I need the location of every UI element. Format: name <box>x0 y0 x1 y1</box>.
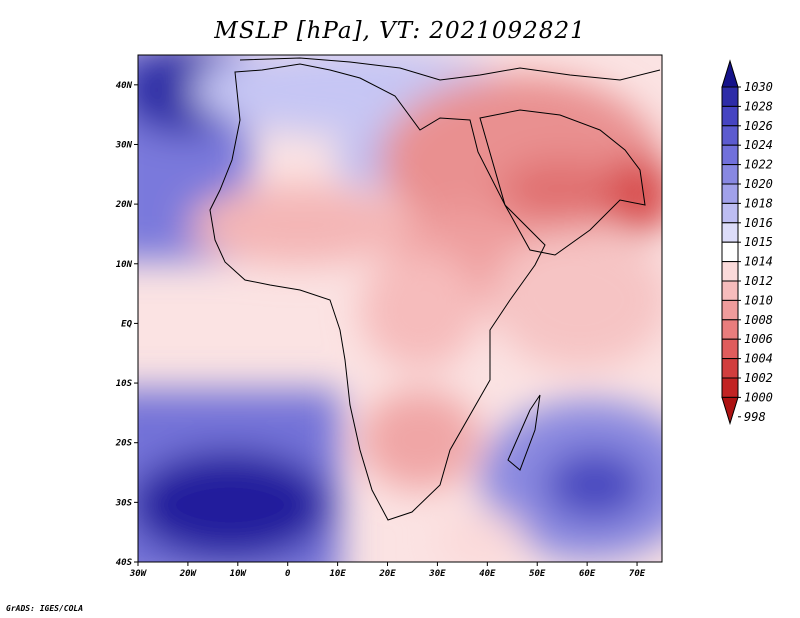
colorbar-segment <box>721 105 739 127</box>
colorbar-label: 1010 <box>744 293 773 307</box>
x-tick-label: 10E <box>329 569 346 579</box>
x-tick-label: 40E <box>479 569 496 579</box>
colorbar-label: 1026 <box>744 119 773 133</box>
colorbar-label: 1000 <box>744 390 773 404</box>
pressure-field <box>138 55 662 562</box>
blob-southern-africa <box>360 390 480 490</box>
colorbar-label: 1008 <box>744 313 773 327</box>
colorbar-label: 1006 <box>744 332 773 346</box>
x-tick-label: 10W <box>230 569 248 579</box>
chart-title: MSLP [hPa], VT: 2021092821 <box>214 18 586 44</box>
x-tick-label: 30W <box>129 569 148 579</box>
colorbar-label: 1030 <box>744 80 773 94</box>
y-tick-label: 10N <box>116 260 133 270</box>
colorbar-segment <box>721 144 739 166</box>
x-tick-label: 30E <box>428 569 446 579</box>
colorbar-label: 1002 <box>744 371 773 385</box>
y-tick-label: 10S <box>116 379 133 389</box>
blob-st-helena-core <box>138 450 330 560</box>
credit-text: GrADS: IGES/COLA <box>6 604 84 613</box>
plot-frame <box>137 54 663 563</box>
x-tick-label: 20W <box>179 569 198 579</box>
y-tick-label: 20N <box>115 200 133 210</box>
colorbar-segment <box>721 299 739 321</box>
y-tick-label: 40N <box>116 81 133 91</box>
colorbar-label: 1028 <box>744 99 773 113</box>
colorbar-segment <box>721 183 739 204</box>
blob-south-trough <box>435 510 525 562</box>
x-axis: 30W 20W 10W 0 10E 20E 30E 40E 50E 60E 70E <box>129 562 646 579</box>
madagascar-coastline <box>507 394 541 471</box>
x-tick-label: 60E <box>579 569 596 579</box>
colorbar-segment <box>721 222 739 243</box>
colorbar-label: 1016 <box>744 216 773 230</box>
arabia-coastline <box>479 109 646 256</box>
colorbar-label: 1022 <box>744 158 773 172</box>
colorbar-label: 1024 <box>744 138 773 152</box>
colorbar-segment <box>721 261 739 282</box>
colorbar-segment <box>721 338 739 360</box>
colorbar-segment <box>721 164 739 185</box>
europe-coastline <box>239 57 661 81</box>
blob-central-africa <box>360 250 480 370</box>
x-tick-label: 50E <box>529 569 546 579</box>
colorbar-segment <box>721 358 739 379</box>
pressure-blobs <box>138 55 662 562</box>
colorbar-label: 1012 <box>744 274 773 288</box>
blob-mascarene-core <box>545 450 645 520</box>
colorbar-top-triangle <box>721 59 739 88</box>
colorbar-bottom-triangle <box>721 396 739 426</box>
colorbar-segment <box>721 202 739 224</box>
y-tick-label: 30N <box>115 140 133 150</box>
colorbar-label: 998 <box>744 410 766 424</box>
blob-arabia-core <box>500 160 620 220</box>
colorbar-label: 1015 <box>744 235 773 249</box>
colorbar-segment <box>721 377 739 398</box>
y-tick-label: 40S <box>116 558 133 568</box>
colorbar-segment <box>721 86 739 107</box>
y-tick-label: 30S <box>115 498 133 508</box>
blob-indian-ocean-north <box>490 230 662 370</box>
y-tick-label: EQ <box>121 319 132 329</box>
colorbar-segment <box>721 125 739 146</box>
colorbar-label: 1004 <box>744 352 773 366</box>
blob-india-core <box>605 155 662 235</box>
colorbar-label: 1018 <box>744 196 773 210</box>
colorbar-segment <box>721 241 739 263</box>
y-tick-label: 20S <box>115 439 133 449</box>
x-tick-label: 70E <box>629 569 646 579</box>
coastlines <box>209 57 661 521</box>
colorbar: 1030 1028 1026 1024 1022 1020 1018 1016 1015 1014… <box>721 59 773 426</box>
colorbar-label: 1020 <box>744 177 773 191</box>
colorbar-segment <box>721 280 739 301</box>
colorbar-segment <box>721 319 739 340</box>
africa-coastline <box>209 63 546 521</box>
x-tick-label: 20E <box>378 569 396 579</box>
colorbar-label: 1014 <box>744 255 773 269</box>
y-axis: 40N 30N 20N 10N EQ 10S 20S 30S 40S <box>115 81 138 568</box>
x-tick-label: 0 <box>285 569 291 579</box>
blob-sahara <box>190 185 410 265</box>
